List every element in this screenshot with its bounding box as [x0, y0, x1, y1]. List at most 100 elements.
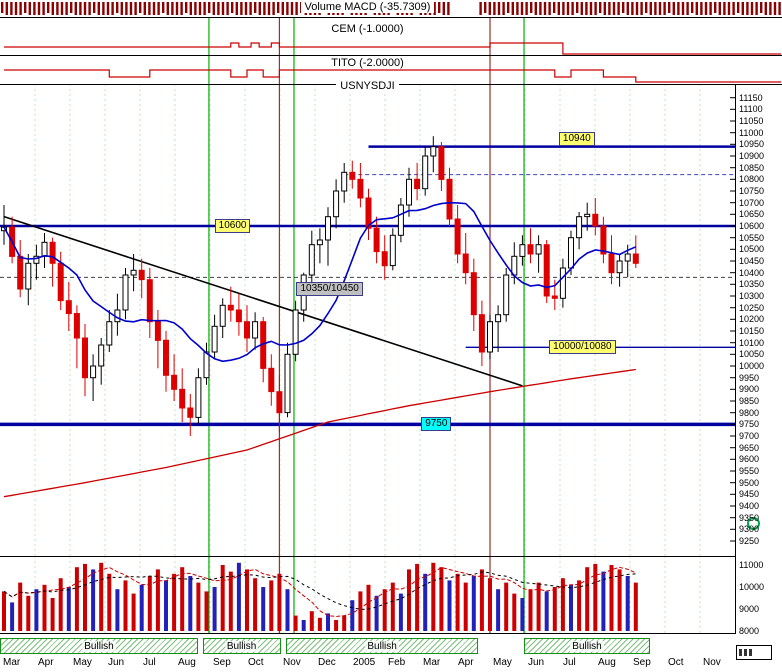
candle[interactable]	[211, 314, 218, 359]
candle[interactable]	[146, 268, 153, 338]
volume-bar	[415, 563, 420, 631]
volume-bar	[74, 567, 79, 631]
macd-bar	[658, 2, 662, 15]
candle[interactable]	[252, 312, 259, 350]
macd-bar	[760, 2, 763, 13]
candle-body	[616, 260, 623, 274]
candle[interactable]	[154, 310, 161, 369]
candle[interactable]	[584, 202, 591, 231]
candle[interactable]	[430, 136, 437, 173]
macd-bar	[180, 2, 183, 15]
candle[interactable]	[171, 354, 178, 401]
candle[interactable]	[65, 282, 72, 331]
axis-scroll-widget[interactable]	[736, 645, 772, 660]
candle[interactable]	[446, 167, 453, 226]
candle[interactable]	[503, 268, 510, 322]
candle[interactable]	[389, 228, 396, 271]
macd-bar	[37, 2, 41, 15]
tito-panel[interactable]	[0, 56, 782, 84]
candle[interactable]	[397, 198, 404, 243]
candle[interactable]	[438, 142, 445, 191]
candle[interactable]	[543, 240, 550, 303]
candle[interactable]	[349, 160, 356, 189]
price-level-label[interactable]: 10350/10450	[296, 282, 363, 297]
candle[interactable]	[195, 368, 202, 425]
candle[interactable]	[49, 237, 56, 287]
candle[interactable]	[114, 293, 121, 336]
candle[interactable]	[33, 244, 40, 280]
candle[interactable]	[163, 331, 169, 392]
price-level-label[interactable]: 10000/10080	[549, 340, 616, 355]
candle[interactable]	[130, 254, 137, 292]
candle[interactable]	[260, 317, 267, 383]
candle[interactable]	[527, 228, 534, 264]
candle[interactable]	[203, 342, 210, 385]
candle[interactable]	[41, 233, 48, 268]
volume-tick-label: 10000	[739, 582, 765, 592]
candle[interactable]	[341, 163, 348, 203]
candle[interactable]	[519, 235, 526, 266]
candle[interactable]	[406, 167, 412, 217]
candle[interactable]	[244, 305, 250, 352]
candle[interactable]	[600, 216, 607, 264]
candle[interactable]	[179, 368, 186, 422]
candle[interactable]	[276, 375, 283, 433]
candle[interactable]	[325, 207, 331, 266]
candle[interactable]	[17, 240, 24, 298]
candle[interactable]	[373, 216, 380, 264]
candle[interactable]	[187, 394, 194, 436]
candle[interactable]	[98, 338, 105, 385]
candle[interactable]	[535, 235, 542, 273]
candle[interactable]	[422, 146, 429, 196]
candle[interactable]	[292, 300, 299, 362]
volume-bar	[10, 602, 15, 631]
candle[interactable]	[122, 268, 129, 320]
panel-separator	[0, 55, 782, 56]
candle[interactable]	[82, 324, 88, 397]
macd-bar	[617, 2, 620, 15]
candle[interactable]	[381, 235, 388, 280]
price-level-label[interactable]: 9750	[421, 417, 452, 432]
candle[interactable]	[495, 305, 502, 352]
candle[interactable]	[478, 300, 485, 366]
candle-body	[195, 377, 202, 418]
candle[interactable]	[316, 228, 323, 264]
candle[interactable]	[357, 163, 364, 208]
price-level-label[interactable]: 10940	[558, 131, 595, 146]
candle[interactable]	[592, 198, 599, 236]
candle[interactable]	[616, 254, 623, 287]
candle[interactable]	[268, 354, 275, 406]
candle[interactable]	[632, 235, 639, 268]
candle-body	[365, 197, 372, 229]
candle[interactable]	[365, 188, 372, 240]
candle[interactable]	[90, 354, 97, 401]
candle[interactable]	[227, 286, 234, 322]
candle[interactable]	[470, 258, 477, 331]
candle[interactable]	[462, 233, 469, 285]
candle[interactable]	[608, 235, 615, 285]
candle[interactable]	[333, 179, 340, 229]
candle[interactable]	[1, 205, 7, 245]
candle[interactable]	[73, 305, 80, 369]
volume-macd-panel[interactable]	[0, 0, 782, 17]
cem-panel[interactable]	[0, 18, 782, 55]
candle[interactable]	[559, 258, 566, 308]
candle[interactable]	[25, 254, 32, 306]
candle[interactable]	[576, 212, 583, 250]
volume-bar	[520, 598, 525, 631]
candle[interactable]	[454, 205, 461, 264]
price-level-label[interactable]: 10600	[214, 219, 251, 233]
volume-panel[interactable]	[0, 556, 735, 633]
macd-bar	[737, 2, 740, 13]
candle[interactable]	[414, 163, 421, 201]
candle[interactable]	[235, 293, 242, 336]
candle[interactable]	[487, 314, 493, 359]
candle[interactable]	[308, 230, 315, 287]
candle[interactable]	[219, 298, 226, 338]
price-chart[interactable]	[0, 84, 735, 556]
candle[interactable]	[138, 258, 145, 299]
volume-bar	[107, 573, 112, 631]
candle[interactable]	[106, 310, 113, 352]
slow-ma-line	[3, 368, 636, 498]
candle[interactable]	[284, 342, 291, 418]
